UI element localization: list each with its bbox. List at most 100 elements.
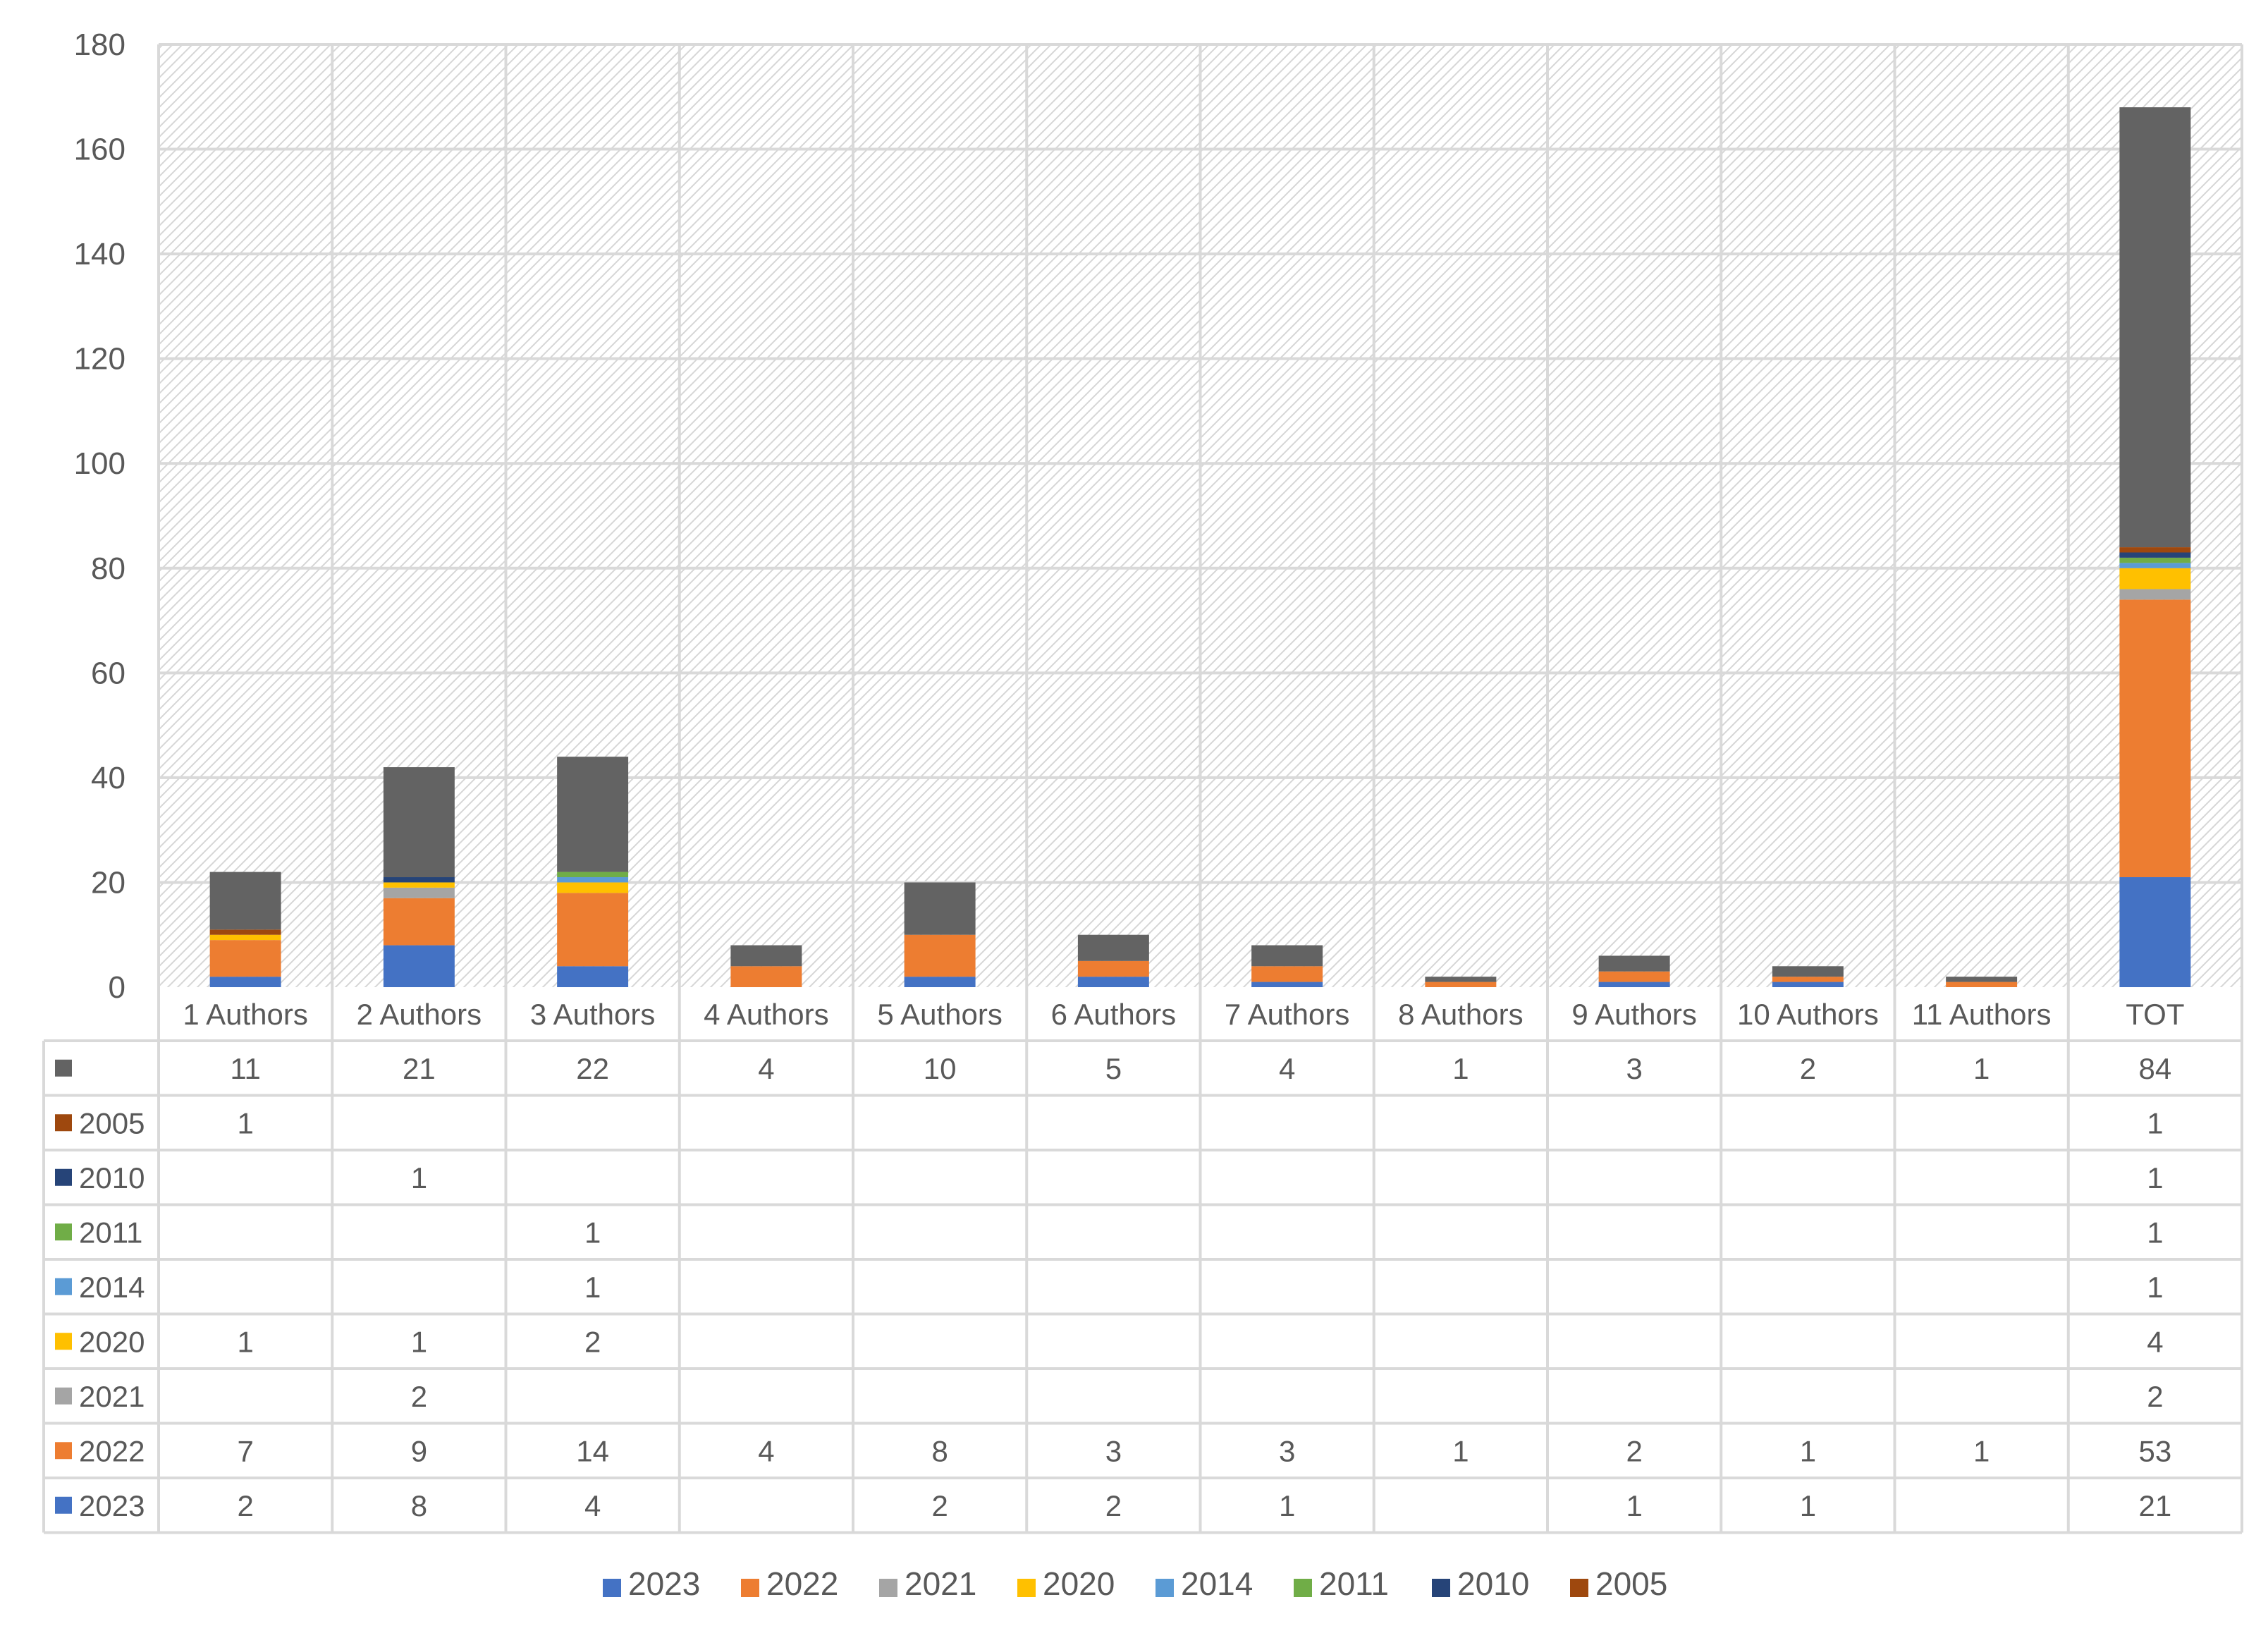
row-key-swatch-2010 [55, 1168, 72, 1186]
category-label: 1 Authors [183, 998, 307, 1031]
y-tick-label: 0 [109, 970, 125, 1005]
bar-1-authors-2023 [209, 977, 281, 987]
y-tick-label: 20 [91, 865, 125, 900]
table-cell-value: 1 [1973, 1052, 1990, 1085]
row-label-2022: 2022 [79, 1434, 145, 1467]
table-cell-value: 1 [1800, 1489, 1816, 1522]
table-cell-value: 84 [2139, 1052, 2172, 1085]
category-label: TOT [2126, 998, 2184, 1031]
table-cell-value: 21 [403, 1052, 436, 1085]
bar-2-authors-2010 [383, 877, 455, 883]
legend-swatch-2014 [1156, 1579, 1174, 1597]
bar-2-authors-2020 [383, 882, 455, 888]
row-key-swatch-2014 [55, 1278, 72, 1295]
bar-11-authors-unnamed [1946, 977, 2018, 982]
table-cell-value: 1 [1452, 1434, 1469, 1467]
table-cell-value: 1 [1626, 1489, 1642, 1522]
bar-tot-2023 [2119, 877, 2191, 987]
bar-9-authors-unnamed [1598, 955, 1670, 972]
bar-7-authors-unnamed [1251, 945, 1323, 967]
legend-label-2005: 2005 [1595, 1565, 1667, 1602]
legend-label-2011: 2011 [1319, 1565, 1389, 1602]
legend-swatch-2022 [741, 1579, 759, 1597]
legend-label-2022: 2022 [766, 1565, 838, 1602]
row-label-2023: 2023 [79, 1489, 145, 1522]
bar-9-authors-2023 [1598, 982, 1670, 987]
bar-10-authors-2023 [1772, 982, 1844, 987]
table-cell-value: 22 [576, 1052, 609, 1085]
table-cell-value: 9 [411, 1434, 427, 1467]
table-cell-value: 1 [1279, 1489, 1295, 1522]
table-cell-value: 3 [1105, 1434, 1122, 1467]
y-tick-label: 120 [74, 342, 125, 377]
legend-swatch-2010 [1432, 1579, 1450, 1597]
row-key-swatch-2023 [55, 1496, 72, 1514]
table-cell-value: 1 [1452, 1052, 1469, 1085]
bar-7-authors-2022 [1251, 966, 1323, 982]
y-tick-label: 80 [91, 551, 125, 586]
bar-8-authors-unnamed [1425, 977, 1497, 982]
y-tick-label: 100 [74, 446, 125, 481]
bar-4-authors-unnamed [730, 945, 802, 967]
table-cell-value: 7 [237, 1434, 253, 1467]
table-cell-value: 4 [1279, 1052, 1295, 1085]
row-key-swatch-2021 [55, 1387, 72, 1405]
y-tick-label: 60 [91, 656, 125, 690]
table-cell-value: 4 [2147, 1325, 2163, 1358]
table-cell-value: 21 [2139, 1489, 2172, 1522]
table-cell-value: 1 [1800, 1434, 1816, 1467]
legend-swatch-2011 [1294, 1579, 1312, 1597]
bar-2-authors-2023 [383, 945, 455, 987]
bar-6-authors-2023 [1077, 977, 1149, 987]
table-cell-value: 5 [1105, 1052, 1122, 1085]
y-axis: 0 20 40 60 80 100 120 140 160 180 [74, 27, 125, 1005]
legend-label-2020: 2020 [1043, 1565, 1115, 1602]
row-key-swatch-2005 [55, 1114, 72, 1132]
category-label: 11 Authors [1912, 998, 2052, 1031]
row-label-2021: 2021 [79, 1380, 145, 1413]
table-cell-value: 1 [411, 1161, 427, 1194]
table-cell-value: 2 [2147, 1380, 2163, 1413]
bar-1-authors-unnamed [209, 872, 281, 930]
table-cell-value: 4 [584, 1489, 601, 1522]
bar-3-authors-2011 [557, 872, 629, 878]
table-cell-value: 1 [2147, 1216, 2163, 1249]
y-tick-label: 180 [74, 27, 125, 62]
table-cell-value: 10 [924, 1052, 957, 1085]
row-key-swatch-2022 [55, 1442, 72, 1460]
bar-3-authors-unnamed [557, 757, 629, 872]
y-tick-label: 160 [74, 133, 125, 167]
bar-2-authors-unnamed [383, 767, 455, 878]
bar-11-authors-2022 [1946, 982, 2018, 987]
category-label: 9 Authors [1571, 998, 1696, 1031]
table-cell-value: 1 [1973, 1434, 1990, 1467]
bar-1-authors-2005 [209, 929, 281, 935]
bar-2-authors-2022 [383, 898, 455, 946]
row-label-2020: 2020 [79, 1325, 145, 1358]
legend-label-2021: 2021 [905, 1565, 976, 1602]
bar-2-authors-2021 [383, 887, 455, 898]
bar-tot-2021 [2119, 589, 2191, 600]
table-cell-value: 11 [230, 1052, 261, 1085]
table-cell-value: 1 [2147, 1271, 2163, 1304]
legend: 2023 2022 2021 2020 2014 2011 2010 2005 [603, 1565, 1667, 1602]
category-label: 6 Authors [1051, 998, 1176, 1031]
table-cell-value: 14 [576, 1434, 609, 1467]
bar-5-authors-unnamed [904, 882, 976, 935]
row-label-2005: 2005 [79, 1106, 145, 1139]
legend-label-2023: 2023 [628, 1565, 700, 1602]
table-cell-value: 1 [584, 1216, 601, 1249]
table-cell-value: 53 [2139, 1434, 2172, 1467]
bar-10-authors-2022 [1772, 977, 1844, 982]
row-label-2014: 2014 [79, 1271, 145, 1304]
bar-3-authors-2020 [557, 882, 629, 893]
bar-tot-2005 [2119, 547, 2191, 553]
table-cell-value: 2 [1800, 1052, 1816, 1085]
legend-label-2010: 2010 [1457, 1565, 1529, 1602]
bar-tot-2011 [2119, 557, 2191, 563]
table-cell-value: 1 [411, 1325, 427, 1358]
row-label-2010: 2010 [79, 1161, 145, 1194]
table-cell-value: 1 [584, 1271, 601, 1304]
table-cell-value: 2 [237, 1489, 253, 1522]
bar-1-authors-2020 [209, 934, 281, 941]
